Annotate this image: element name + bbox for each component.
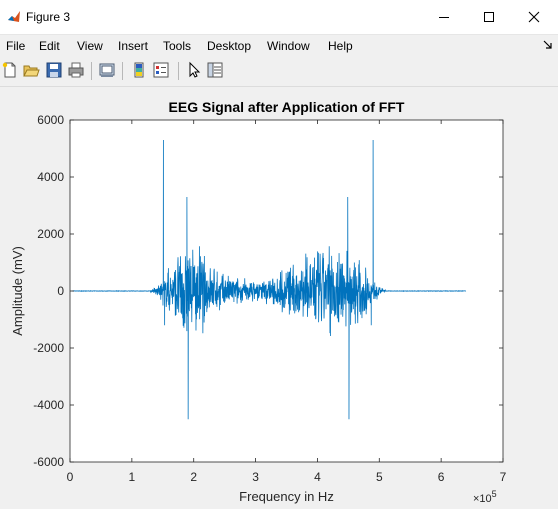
close-icon: [528, 11, 540, 23]
signal-line: [71, 139, 467, 420]
minimize-button[interactable]: [421, 0, 467, 34]
tick-layer: 0 1 2 3 4 5 6 7 -6000 -4000 -2000 0 2000 4000 6000: [33, 113, 506, 484]
y-tick-label: -4000: [33, 398, 64, 412]
close-button[interactable]: [511, 0, 557, 34]
menu-desktop[interactable]: Desktop: [207, 39, 252, 53]
x-axis-label: Frequency in Hz: [239, 489, 334, 504]
dock-arrow-icon[interactable]: [543, 40, 553, 50]
x-tick-label: 3: [252, 470, 259, 484]
new-figure-icon[interactable]: [1, 61, 19, 79]
maximize-button[interactable]: [466, 0, 512, 34]
menu-edit[interactable]: Edit: [39, 39, 60, 53]
window-title: Figure 3: [26, 10, 71, 24]
y-axis-label: Amplitude (mV): [10, 246, 25, 336]
edit-plot-icon[interactable]: [185, 61, 203, 79]
property-inspector-icon[interactable]: [206, 61, 224, 79]
menu-help[interactable]: Help: [328, 39, 353, 53]
x-tick-label: 0: [67, 470, 74, 484]
title-bar[interactable]: Figure 3: [0, 0, 558, 35]
toolbar-separator: [178, 62, 179, 80]
y-tick-label: 0: [57, 284, 64, 298]
y-tick-label: -6000: [33, 455, 64, 469]
y-tick-label: 6000: [37, 113, 64, 127]
print-icon[interactable]: [67, 61, 85, 79]
y-tick-label: 2000: [37, 227, 64, 241]
matlab-icon: [8, 11, 20, 22]
x-tick-label: 6: [438, 470, 445, 484]
menu-tools[interactable]: Tools: [163, 39, 192, 53]
colorbar-icon[interactable]: [130, 61, 148, 79]
link-plot-icon[interactable]: [98, 61, 116, 79]
y-tick-label: 4000: [37, 170, 64, 184]
toolbar-separator: [91, 62, 92, 80]
x-tick-label: 4: [314, 470, 321, 484]
plot-area[interactable]: 0 1 2 3 4 5 6 7 -6000 -4000 -2000 0 2000 4000 6000 EEG…: [0, 87, 558, 509]
maximize-icon: [484, 12, 494, 22]
menu-bar: File Edit View Insert Tools Desktop Wind…: [0, 35, 558, 57]
menu-file[interactable]: File: [6, 39, 26, 53]
legend-icon[interactable]: [152, 61, 170, 79]
x-tick-label: 2: [190, 470, 197, 484]
x-exponent-label: ×105: [473, 489, 497, 505]
toolbar: [0, 58, 558, 84]
x-tick-label: 1: [129, 470, 136, 484]
open-file-icon[interactable]: [22, 61, 40, 79]
menu-window[interactable]: Window: [267, 39, 310, 53]
menu-view[interactable]: View: [77, 39, 103, 53]
menu-insert[interactable]: Insert: [118, 39, 149, 53]
chart-title: EEG Signal after Application of FFT: [169, 99, 405, 115]
figure-canvas: 0 1 2 3 4 5 6 7 -6000 -4000 -2000 0 2000 4000 6000 EEG…: [0, 86, 558, 509]
toolbar-separator: [122, 62, 123, 80]
minimize-icon: [439, 17, 449, 18]
x-tick-label: 7: [500, 470, 507, 484]
y-tick-label: -2000: [33, 341, 64, 355]
save-icon[interactable]: [45, 61, 63, 79]
x-tick-label: 5: [376, 470, 383, 484]
signal-layer: [71, 139, 467, 420]
